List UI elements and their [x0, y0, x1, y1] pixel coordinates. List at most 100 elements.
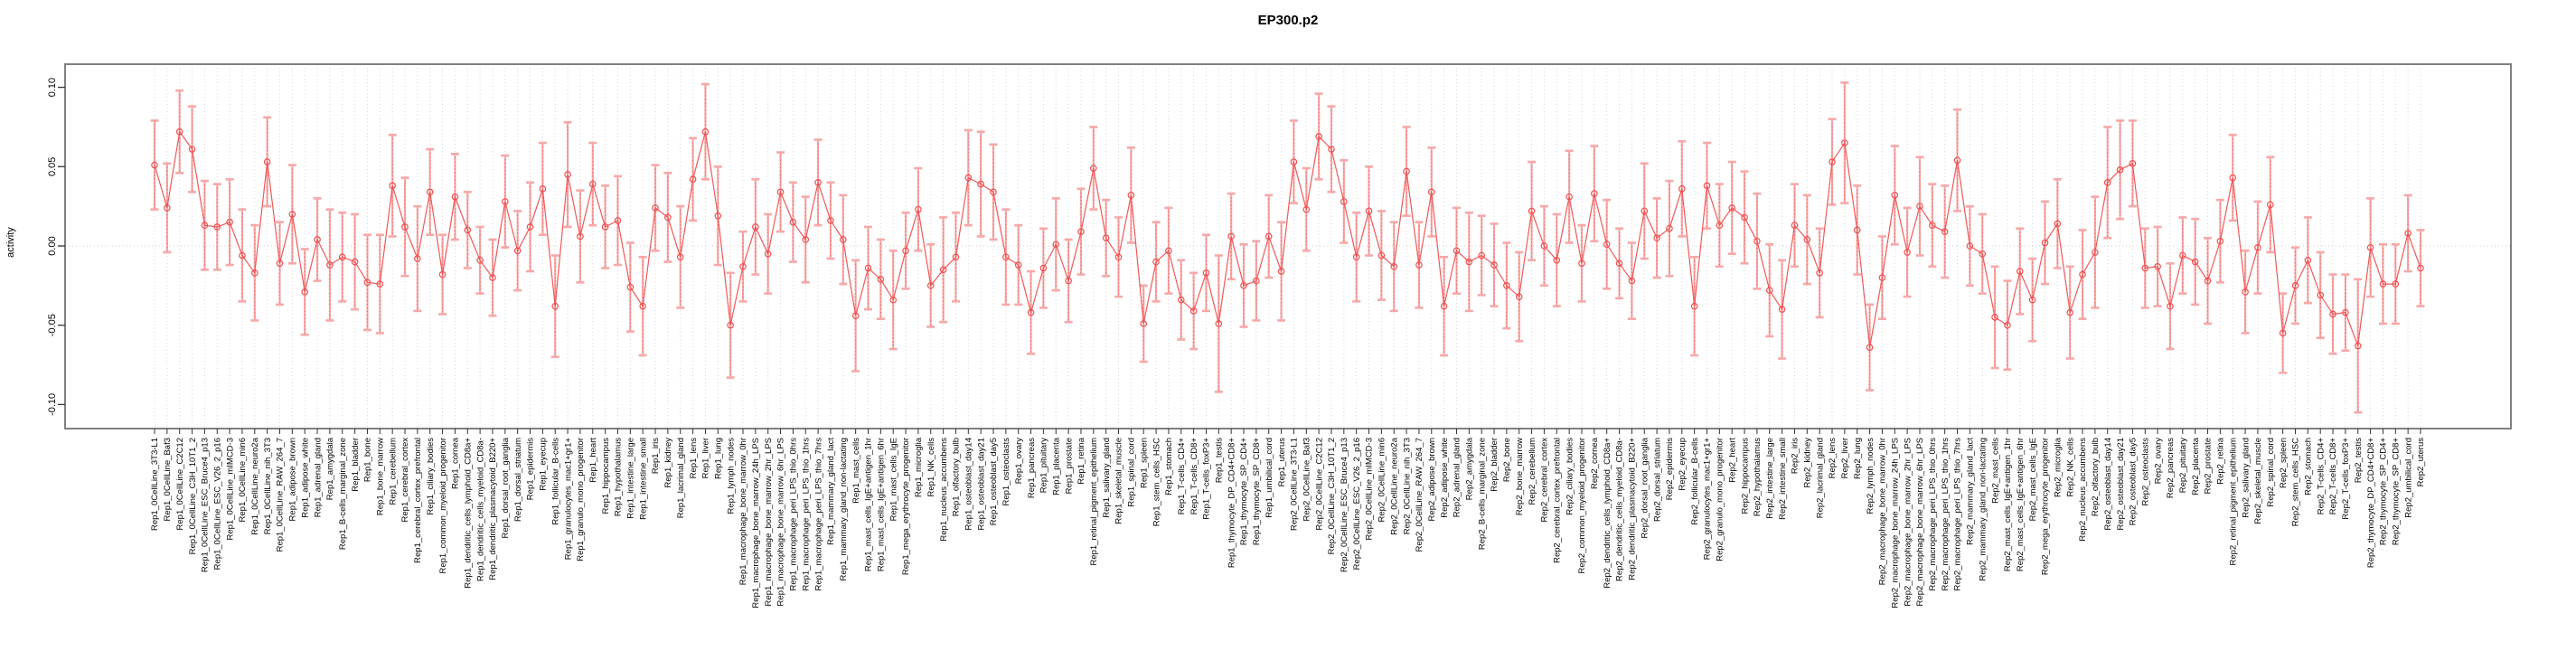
data-point — [276, 259, 284, 268]
x-tick-label: Rep2_B-cells_marginal_zone — [1477, 438, 1487, 550]
x-tick-label: Rep2_heart — [1727, 438, 1737, 483]
data-point — [314, 236, 321, 243]
data-point — [926, 282, 935, 289]
x-tick-label: Rep1_0CellLine_Baf3 — [163, 438, 173, 521]
data-point — [164, 204, 171, 212]
x-tick-label: Rep1_adrenal_gland — [313, 438, 323, 517]
x-tick-label: Rep1_pancreas — [1027, 438, 1037, 498]
data-point — [1803, 236, 1811, 243]
data-point — [1240, 282, 1247, 289]
x-tick-label: Rep2_cornea — [1590, 437, 1600, 489]
data-point — [1878, 274, 1886, 281]
data-point — [2204, 277, 2212, 285]
x-tick-label: Rep1_cerebellum — [388, 438, 398, 505]
x-tick-label: Rep2_iris — [1791, 438, 1800, 474]
data-point — [1039, 264, 1048, 272]
data-point — [714, 212, 722, 220]
x-tick-label: Rep1_0CellLine_3T3-L1 — [150, 438, 160, 531]
x-tick-label: Rep1_thymocyte_DP_CD4+CD8+ — [1227, 438, 1236, 569]
x-tick-label: Rep1_0CellLine_C3H_10T1_2 — [188, 438, 198, 554]
x-tick-label: Rep1_bone_marrow — [376, 438, 386, 515]
x-tick-label: Rep2_macrophage_bone_marrow_0hr — [1878, 438, 1888, 585]
chart-title: EP300.p2 — [1257, 13, 1319, 28]
data-point — [1503, 282, 1510, 289]
data-point — [1666, 224, 1673, 232]
data-point — [201, 222, 209, 229]
x-tick-label: Rep1_osteoblast_day5 — [989, 438, 999, 525]
data-point — [2392, 280, 2400, 288]
x-tick-label: Rep2_macrophage_bone_marrow_2hr_LPS — [1903, 438, 1913, 606]
x-tick-label: Rep2_mammary_gland_non-lactating — [1978, 438, 1988, 580]
x-tick-label: Rep1_granulo_mono_progenitor — [576, 438, 586, 561]
data-point — [438, 270, 447, 278]
data-point — [1678, 185, 1686, 193]
x-tick-label: Rep2_0CellLine_ESC_V26_2_p16 — [1352, 438, 1362, 570]
x-tick-label: Rep1_follicular_B-cells — [550, 438, 560, 525]
data-point — [626, 283, 635, 291]
x-tick-label: Rep1_uterus — [1277, 438, 1287, 487]
data-point — [1916, 203, 1923, 210]
x-tick-label: Rep1_epidermis — [526, 438, 536, 500]
data-point — [764, 250, 772, 258]
data-point — [338, 253, 346, 261]
x-tick-label: Rep2_mast_cells — [1990, 438, 2000, 504]
data-point — [2229, 174, 2237, 182]
data-point — [188, 146, 196, 153]
x-tick-label: Rep2_NK_cells — [2065, 438, 2075, 497]
data-point — [1202, 269, 1210, 277]
data-point — [401, 223, 409, 231]
x-tick-label: Rep2_hippocampus — [1740, 438, 1750, 514]
x-tick-label: Rep1_T-cells_CD8+ — [1189, 438, 1199, 515]
x-tick-label: Rep1_granulocytes_mac1+gr1+ — [563, 438, 573, 561]
data-point — [1791, 222, 1799, 229]
x-tick-label: Rep1_hypothalamus — [614, 438, 624, 516]
data-point — [489, 274, 496, 281]
x-tick-label: Rep2_liver — [1840, 438, 1850, 478]
data-point — [1603, 241, 1611, 249]
x-tick-label: Rep2_dendritic_cells_lymphoid_CD8a+ — [1603, 438, 1612, 589]
x-tick-label: Rep1_intestine_small — [638, 438, 648, 520]
x-tick-label: Rep2_dendritic_plasmacytoid_B220+ — [1628, 438, 1638, 580]
data-point — [577, 232, 584, 241]
data-point — [1490, 261, 1498, 269]
x-tick-label: Rep1_intestine_large — [626, 438, 636, 519]
data-point — [2216, 237, 2224, 245]
x-tick-label: Rep1_cornea — [451, 437, 461, 489]
data-point — [776, 188, 785, 196]
data-point — [414, 255, 421, 262]
data-point — [588, 180, 597, 188]
data-point — [727, 321, 734, 329]
x-tick-label: Rep1_eyecup — [539, 438, 549, 491]
x-tick-label: Rep2_retina — [2216, 437, 2226, 484]
x-tick-label: Rep1_osteoblast_day14 — [964, 438, 974, 530]
data-point — [990, 188, 997, 196]
data-point — [1829, 158, 1836, 165]
data-point — [827, 217, 834, 224]
x-tick-label: Rep1_NK_cells — [926, 438, 936, 497]
data-point — [1227, 232, 1235, 241]
data-point — [789, 218, 797, 226]
data-point — [263, 158, 271, 165]
x-tick-label: Rep2_adipose_white — [1440, 438, 1450, 518]
x-tick-label: Rep1_0CellLine_neuro2a — [250, 437, 260, 534]
data-point — [551, 302, 559, 310]
data-point — [2266, 201, 2274, 209]
data-point — [251, 269, 259, 277]
data-point — [1453, 247, 1461, 255]
x-tick-label: Rep2_spleen — [2279, 438, 2289, 488]
data-point — [814, 179, 822, 186]
y-tick-label: 0.05 — [47, 157, 58, 176]
data-point — [1991, 314, 1998, 321]
x-tick-label: Rep1_cerebral_cortex_prefrontal — [413, 438, 423, 563]
x-tick-label: Rep1_macrophage_peri_LPS_thio_0hrs — [789, 438, 799, 591]
x-tick-label: Rep1_macrophage_bone_marrow_24h_LPS — [751, 438, 761, 609]
data-point — [2103, 179, 2111, 186]
x-tick-label: Rep2_placenta — [2191, 437, 2201, 495]
data-point — [2379, 280, 2387, 288]
x-tick-label: Rep1_salivary_gland — [1102, 438, 1112, 518]
data-point — [1352, 253, 1360, 261]
data-point — [2054, 220, 2062, 228]
x-tick-label: Rep1_T-cells_CD4+ — [1177, 438, 1187, 515]
x-tick-label: Rep2_ovary — [2153, 438, 2163, 484]
x-tick-label: Rep1_B-cells_marginal_zone — [338, 438, 348, 550]
